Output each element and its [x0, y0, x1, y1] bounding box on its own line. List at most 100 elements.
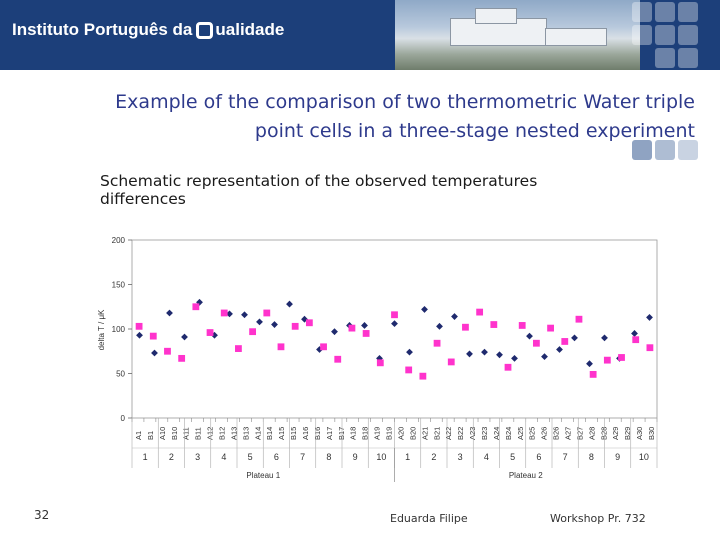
x-tick-label: A21: [420, 427, 429, 440]
series-b-point: [362, 330, 370, 337]
group-label: 1: [405, 452, 410, 462]
series-a-point: [136, 331, 143, 339]
x-tick-label: A15: [277, 427, 286, 440]
header-banner: Instituto Português da ualidade: [0, 0, 720, 70]
x-tick-label: B12: [217, 427, 226, 440]
plot-area: [131, 239, 658, 419]
series-a-point: [271, 321, 278, 328]
x-tick-label: B29: [623, 427, 632, 440]
x-tick-label: B24: [504, 427, 513, 440]
series-a-point: [541, 353, 548, 360]
series-a-point: [601, 334, 608, 342]
x-tick-label: B26: [552, 427, 561, 440]
x-tick-label: B20: [408, 427, 417, 440]
series-b-point: [178, 354, 186, 362]
x-tick-label: B27: [575, 427, 584, 440]
q-logo-icon: [196, 22, 214, 39]
series-b-point: [547, 324, 554, 332]
group-label: 9: [353, 452, 358, 462]
series-b-point: [646, 344, 654, 352]
series-b-point: [632, 336, 640, 344]
series-a-point: [496, 351, 503, 359]
slide-subtitle-line1: Schematic representation of the observed…: [100, 172, 538, 190]
x-tick-label: A25: [516, 427, 525, 440]
x-tick-label: A18: [349, 427, 358, 440]
x-tick-label: B30: [647, 427, 656, 440]
series-a-point: [256, 318, 263, 326]
series-a-point: [406, 348, 413, 356]
series-a-point: [331, 328, 338, 336]
x-tick-label: B14: [265, 427, 274, 440]
series-a-point: [586, 360, 593, 368]
series-b-point: [149, 332, 157, 340]
group-label: 3: [458, 452, 463, 462]
series-a-point: [631, 330, 638, 337]
series-b-point: [490, 321, 498, 328]
series-b-point: [561, 338, 569, 345]
decorative-tiles-lower: [630, 140, 720, 162]
y-axis-label: delta T / μK: [97, 309, 106, 350]
group-label: 10: [376, 452, 386, 462]
series-a-point: [466, 350, 473, 358]
x-tick-label: A23: [468, 427, 477, 440]
x-tick-label: A26: [540, 427, 549, 440]
plateau-label: Plateau 1: [246, 471, 280, 480]
group-label: 3: [195, 452, 200, 462]
group-label: 1: [143, 452, 148, 462]
group-label: 4: [221, 452, 226, 462]
series-a-point: [481, 348, 488, 356]
series-b-point: [618, 354, 625, 361]
series-a-point: [226, 310, 233, 318]
x-tick-label: A27: [564, 427, 573, 440]
series-b-point: [334, 355, 342, 363]
series-b-point: [348, 324, 356, 332]
series-a-point: [361, 322, 368, 329]
x-tick-label: A16: [301, 427, 310, 440]
x-tick-label: B28: [599, 427, 608, 440]
slide-title-line1: Example of the comparison of two thermom…: [115, 91, 695, 113]
x-tick-label: A14: [253, 427, 262, 440]
x-tick-label: A17: [325, 427, 334, 440]
series-b-point: [603, 356, 611, 364]
series-a-point: [451, 313, 458, 320]
x-tick-label: B21: [432, 427, 441, 440]
x-tick-label: B16: [313, 427, 322, 440]
y-tick-label: 150: [112, 281, 126, 290]
x-tick-label: B23: [480, 427, 489, 440]
series-a-point: [526, 332, 533, 340]
x-tick-label: B1: [146, 431, 155, 440]
series-a-point: [421, 306, 428, 313]
series-b-point: [376, 359, 384, 367]
series-b-point: [419, 372, 427, 380]
series-b-point: [263, 309, 271, 317]
series-a-point: [241, 311, 248, 319]
series-b-point: [433, 339, 441, 347]
slide-title: Example of the comparison of two thermom…: [40, 88, 695, 146]
series-a-point: [286, 300, 293, 308]
series-b-point: [391, 311, 398, 319]
x-tick-label: A13: [229, 427, 238, 440]
series-b-point: [164, 347, 171, 355]
x-tick-label: A12: [206, 427, 215, 440]
x-tick-label: B17: [337, 427, 346, 440]
series-b-point: [220, 309, 228, 317]
x-tick-label: A22: [444, 427, 453, 440]
x-tick-label: B13: [241, 427, 250, 440]
x-tick-label: B10: [170, 427, 179, 440]
x-tick-label: B15: [289, 427, 298, 440]
series-b-point: [235, 345, 242, 352]
x-tick-label: B22: [456, 427, 465, 440]
series-b-point: [192, 303, 200, 311]
x-tick-label: B25: [528, 427, 537, 440]
group-label: 5: [510, 452, 515, 462]
slide-title-line2: point cells in a three-stage nested expe…: [254, 120, 695, 142]
y-tick-label: 200: [112, 236, 126, 245]
series-a-point: [646, 314, 653, 321]
group-label: 7: [563, 452, 568, 462]
group-label: 4: [484, 452, 489, 462]
group-label: 5: [248, 452, 253, 462]
x-tick-label: A29: [611, 427, 620, 440]
plateau-label: Plateau 2: [509, 471, 543, 480]
x-tick-label: A24: [492, 427, 501, 440]
